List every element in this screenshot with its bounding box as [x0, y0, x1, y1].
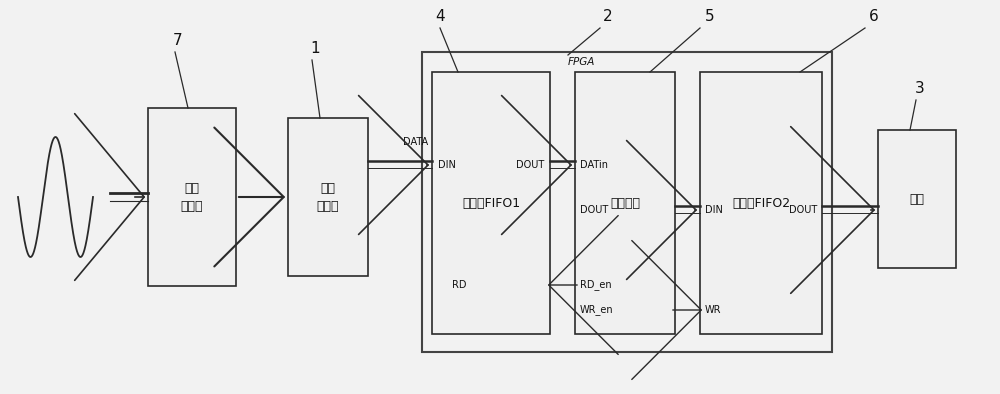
Text: 存储器FIFO1: 存储器FIFO1 [462, 197, 520, 210]
Text: RD: RD [452, 280, 466, 290]
Text: DOUT: DOUT [789, 205, 817, 215]
Bar [148, 108, 236, 286]
Text: DOUT: DOUT [580, 205, 608, 215]
Bar [575, 72, 675, 334]
Text: FPGA: FPGA [568, 57, 595, 67]
Text: 4: 4 [435, 9, 445, 24]
Text: 7: 7 [173, 32, 183, 48]
Text: 1: 1 [310, 41, 320, 56]
Text: 6: 6 [869, 9, 879, 24]
Text: 3: 3 [915, 80, 925, 95]
Text: DIN: DIN [438, 160, 456, 170]
Text: 压缩模块: 压缩模块 [610, 197, 640, 210]
Text: WR_en: WR_en [580, 305, 614, 316]
Bar [878, 130, 956, 268]
Text: 存储器FIFO2: 存储器FIFO2 [732, 197, 790, 210]
Text: RD_en: RD_en [580, 280, 612, 290]
Text: 模数
转化器: 模数 转化器 [181, 182, 203, 212]
Bar [432, 72, 550, 334]
Text: DATin: DATin [580, 160, 608, 170]
Text: DIN: DIN [705, 205, 723, 215]
Bar [288, 118, 368, 276]
Text: 2: 2 [603, 9, 613, 24]
Bar [422, 52, 832, 352]
Text: 外部
存储器: 外部 存储器 [317, 182, 339, 212]
Text: 5: 5 [705, 9, 715, 24]
Text: WR: WR [705, 305, 722, 315]
Text: DOUT: DOUT [516, 160, 544, 170]
Text: 屏幕: 屏幕 [910, 193, 924, 206]
Bar [700, 72, 822, 334]
Text: DATA: DATA [403, 137, 428, 147]
